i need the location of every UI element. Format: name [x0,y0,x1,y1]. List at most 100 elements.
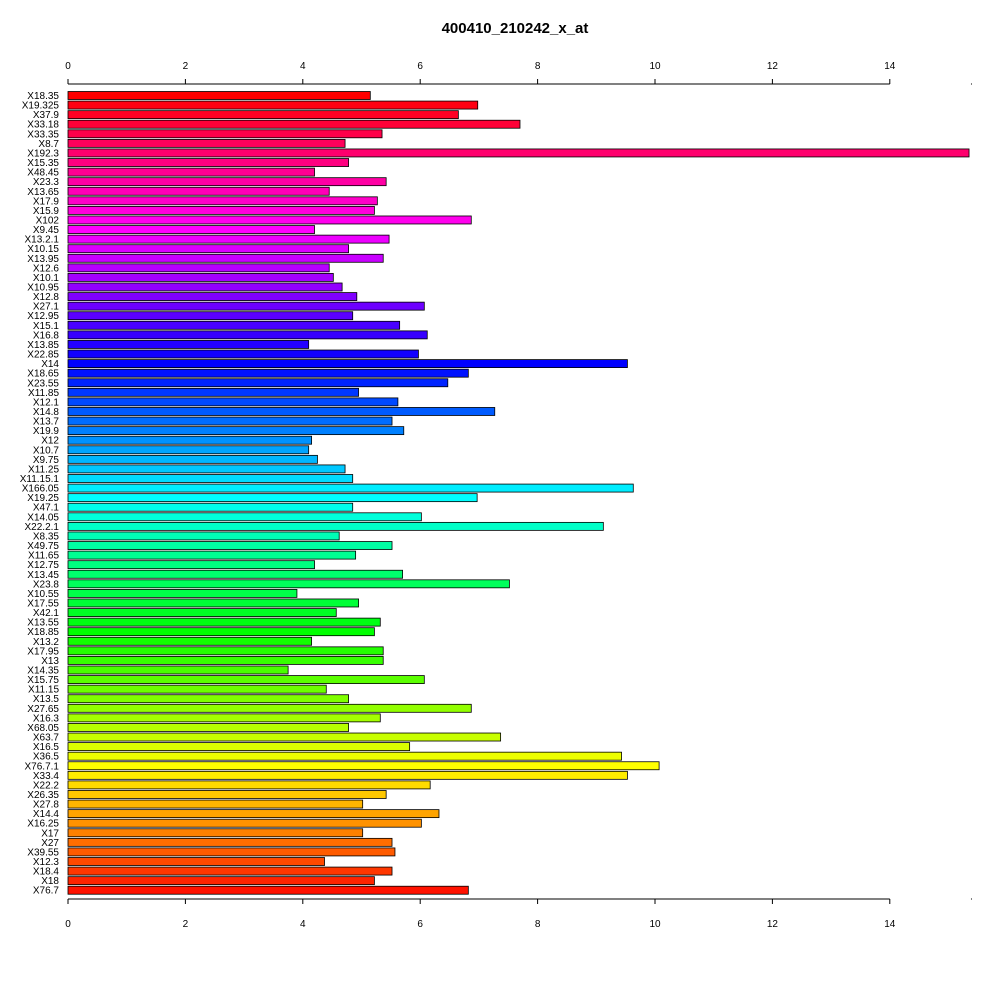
category-label: X166.05 [22,484,60,495]
bar [67,445,310,455]
category-label: X33.4 [33,771,60,782]
bar [67,273,334,282]
bottom-axis-tick-label: 0 [65,919,71,930]
bar [67,627,375,637]
bar [67,282,343,292]
bar [67,426,405,436]
category-label: X63.7 [33,733,60,744]
category-label: X18.85 [27,627,59,638]
bar [67,138,346,148]
bar [67,435,313,445]
category-label: X12 [41,436,59,447]
bar [67,119,521,129]
bar [67,474,354,483]
category-label: X22.2 [33,780,60,791]
category-label: X16.5 [33,742,60,753]
bar [67,636,313,646]
bar [67,301,425,311]
chart-title: 400410_210242_x_at [441,20,589,37]
bar [67,770,628,780]
category-label: X33.18 [27,120,59,131]
bar [67,684,327,694]
category-label: X15.35 [27,158,59,169]
top-axis-tick-label: 8 [535,61,541,72]
bar [67,531,340,541]
category-label: X10.15 [27,244,59,255]
category-label: X9.45 [33,225,60,236]
bar [67,675,425,684]
bar [67,407,496,416]
category-label: X102 [36,215,60,226]
bar [67,205,375,215]
bar [67,493,478,503]
bottom-axis-tick-label: 4 [300,919,306,930]
bar [67,608,337,617]
category-label: X13.65 [27,187,59,198]
category-label: X13.95 [27,254,59,265]
category-label: X10.7 [33,445,60,456]
bar [67,454,318,464]
bar [67,387,359,397]
bar [67,723,349,732]
category-label: X10.55 [27,589,59,600]
category-label: X12.6 [33,263,60,274]
category-label: X23.3 [33,177,60,188]
bottom-axis-tick-label: 6 [417,919,423,930]
category-label: X47.1 [33,503,60,514]
bar [67,330,428,340]
category-label: X10.1 [33,273,60,284]
bar [67,857,325,866]
category-label: X22.85 [27,350,59,361]
bottom-axis-tick-label: 14 [884,919,896,930]
bar [67,790,387,799]
category-label: X19.25 [27,493,59,504]
bar [67,828,364,838]
bar [67,397,399,407]
category-label: X11.15.1 [20,474,60,485]
category-label: X192.3 [27,148,59,159]
bar [67,148,970,158]
category-label: X23.55 [27,378,59,389]
bar [67,225,315,234]
bar [67,665,289,675]
bar [67,234,390,244]
category-label: X16.8 [33,330,60,341]
bar [67,809,440,819]
bar [67,694,349,704]
category-label: X18.35 [27,91,59,102]
category-label: X27.1 [33,302,60,313]
category-label: X17.55 [27,598,59,609]
category-label: X26.35 [27,790,59,801]
category-label: X14.8 [33,407,60,418]
top-axis-tick-label: 12 [767,61,779,72]
category-label: X27 [41,838,59,849]
category-label: X76.7 [33,886,60,897]
bar [67,589,298,598]
category-label: X23.8 [33,579,60,590]
bar [67,837,393,847]
bar [67,646,384,656]
bar [67,656,384,665]
category-label: X14.4 [33,809,60,820]
bar [67,292,358,301]
category-label: X12.1 [33,397,60,408]
category-label: X17 [41,828,59,839]
bar [67,617,381,627]
category-label: X68.05 [27,723,59,734]
bar [67,799,364,809]
category-label: X13.45 [27,570,59,581]
bar [67,129,383,139]
bar [67,876,375,886]
bar [67,91,371,100]
category-label: X17.9 [33,196,60,207]
category-label: X11.15 [28,685,59,696]
top-axis-tick-label: 4 [300,61,306,72]
category-label: X12.75 [27,560,59,571]
category-label: X48.45 [27,168,59,179]
category-label: X16.25 [27,819,59,830]
bar [67,100,479,110]
bar [67,560,315,570]
category-label: X11.85 [28,388,59,399]
category-label: X15.75 [27,675,59,686]
